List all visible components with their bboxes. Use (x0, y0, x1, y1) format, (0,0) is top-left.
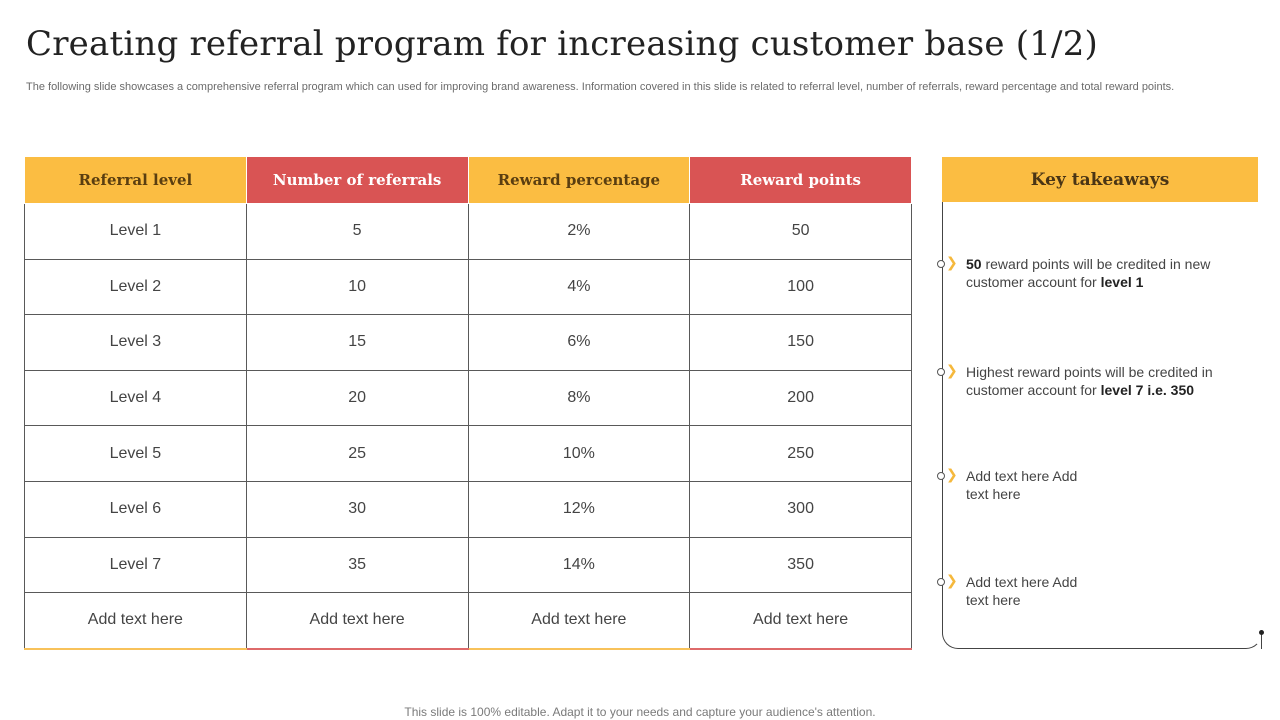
table-row: Level 2 10 4% 100 (24, 258, 912, 316)
page-subtitle: The following slide showcases a comprehe… (26, 81, 1175, 93)
bullet-circle-icon (937, 260, 945, 268)
table-row: Level 1 5 2% 50 (24, 203, 912, 260)
cell-number-of-referrals: 15 (245, 314, 469, 371)
cell-reward-percentage: 12% (467, 480, 691, 538)
cell-reward-percentage: 8% (467, 369, 691, 427)
cell-reward-points: 200 (689, 369, 912, 427)
cell-reward-points: 350 (689, 536, 912, 594)
cell-reward-points: 250 (689, 425, 912, 482)
takeaway-bold-tail: level 7 i.e. 350 (1100, 382, 1195, 398)
cell-referral-level: Level 7 (24, 536, 247, 594)
bullet-circle-icon (937, 368, 945, 376)
table-row: Level 7 35 14% 350 (24, 536, 912, 594)
cell-referral-level: Add text here (24, 592, 247, 650)
table-row: Add text here Add text here Add text her… (24, 592, 912, 650)
cell-referral-level: Level 3 (24, 314, 247, 371)
takeaway-item: ❯ Add text here Add text here (937, 466, 1257, 510)
takeaway-item: ❯ 50 reward points will be credited in n… (937, 254, 1257, 298)
cell-reward-percentage: Add text here (467, 592, 691, 650)
table-header-row: Referral level Number of referrals Rewar… (24, 157, 912, 204)
chevron-right-icon: ❯ (946, 572, 958, 588)
takeaway-text: Highest reward points will be credited i… (966, 363, 1236, 399)
cell-number-of-referrals: 10 (245, 258, 469, 316)
cell-number-of-referrals: 35 (245, 536, 469, 594)
header-reward-percentage: Reward percentage (467, 157, 691, 204)
cell-reward-points: 50 (689, 203, 912, 260)
cell-reward-percentage: 10% (467, 425, 691, 482)
cell-reward-points: 300 (689, 480, 912, 538)
cell-referral-level: Level 4 (24, 369, 247, 427)
takeaway-body: Add text here Add text here (966, 468, 1078, 502)
cell-reward-percentage: 14% (467, 536, 691, 594)
cell-number-of-referrals: Add text here (245, 592, 469, 650)
header-referral-level: Referral level (24, 157, 247, 204)
takeaway-bold-tail: level 1 (1100, 274, 1144, 290)
header-number-of-referrals: Number of referrals (245, 157, 469, 204)
takeaway-body: Add text here Add text here (966, 574, 1078, 608)
cell-reward-percentage: 4% (467, 258, 691, 316)
takeaway-body: reward points will be credited in new cu… (966, 256, 1211, 290)
key-takeaways-title: Key takeaways (942, 157, 1258, 202)
frame-end-dot (1259, 630, 1264, 635)
cell-number-of-referrals: 20 (245, 369, 469, 427)
table-row: Level 6 30 12% 300 (24, 480, 912, 538)
takeaway-body: Highest reward points will be credited i… (966, 364, 1213, 398)
takeaway-item: ❯ Highest reward points will be credited… (937, 362, 1257, 406)
cell-referral-level: Level 6 (24, 480, 247, 538)
chevron-right-icon: ❯ (946, 466, 958, 482)
takeaway-item: ❯ Add text here Add text here (937, 572, 1257, 616)
header-reward-points: Reward points (689, 157, 912, 204)
chevron-right-icon: ❯ (946, 362, 958, 378)
cell-reward-percentage: 6% (467, 314, 691, 371)
cell-referral-level: Level 5 (24, 425, 247, 482)
cell-referral-level: Level 2 (24, 258, 247, 316)
cell-reward-points: 100 (689, 258, 912, 316)
key-takeaways-frame (942, 202, 1262, 649)
takeaway-text: Add text here Add text here (966, 573, 1086, 609)
cell-referral-level: Level 1 (24, 203, 247, 260)
page-title: Creating referral program for increasing… (26, 24, 1098, 64)
takeaway-text: 50 reward points will be credited in new… (966, 255, 1236, 291)
bullet-circle-icon (937, 472, 945, 480)
table-row: Level 4 20 8% 200 (24, 369, 912, 427)
cell-reward-points: Add text here (689, 592, 912, 650)
chevron-right-icon: ❯ (946, 254, 958, 270)
takeaway-text: Add text here Add text here (966, 467, 1086, 503)
bullet-circle-icon (937, 578, 945, 586)
takeaway-bold-lead: 50 (966, 256, 982, 272)
referral-table: Referral level Number of referrals Rewar… (24, 157, 912, 650)
cell-reward-points: 150 (689, 314, 912, 371)
cell-number-of-referrals: 30 (245, 480, 469, 538)
table-row: Level 3 15 6% 150 (24, 314, 912, 371)
cell-number-of-referrals: 25 (245, 425, 469, 482)
footer-note: This slide is 100% editable. Adapt it to… (404, 705, 876, 719)
table-row: Level 5 25 10% 250 (24, 425, 912, 482)
cell-number-of-referrals: 5 (245, 203, 469, 260)
cell-reward-percentage: 2% (467, 203, 691, 260)
